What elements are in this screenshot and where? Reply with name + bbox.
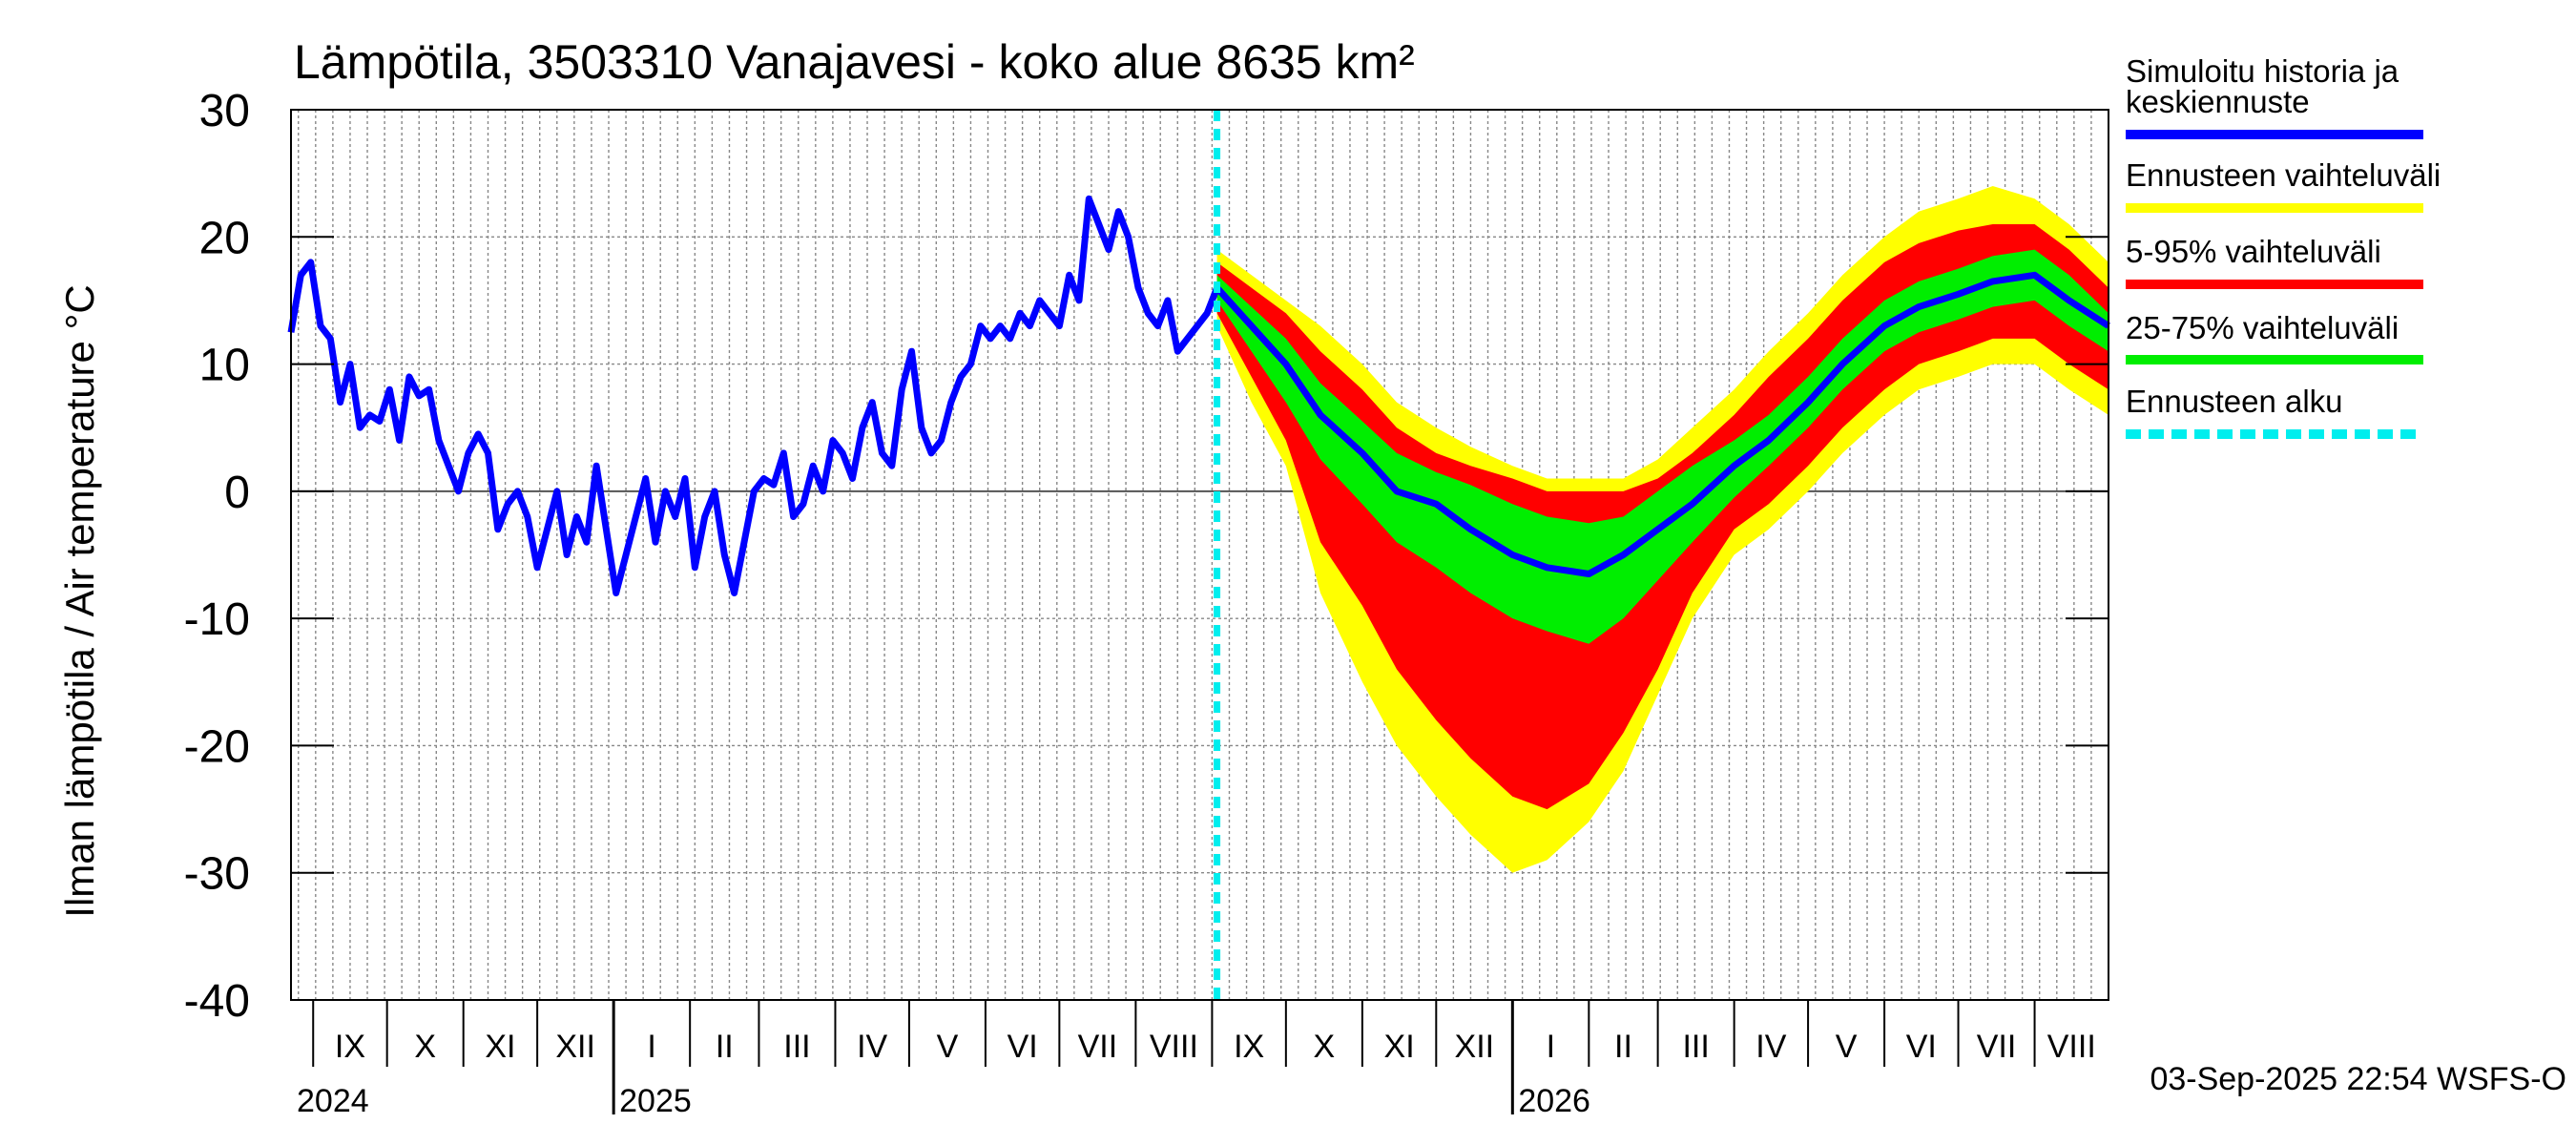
month-label: XI xyxy=(485,1029,515,1065)
year-label: 2026 xyxy=(1518,1083,1590,1119)
month-label: VIII xyxy=(1150,1029,1198,1065)
month-label: VIII xyxy=(2047,1029,2096,1065)
chart-title: Lämpötila, 3503310 Vanajavesi - koko alu… xyxy=(294,35,1415,89)
month-label: VII xyxy=(1977,1029,2017,1065)
y-tick-label: -40 xyxy=(184,976,250,1027)
month-label: IV xyxy=(857,1029,887,1065)
month-label: V xyxy=(937,1029,959,1065)
y-tick-label: 0 xyxy=(224,468,250,518)
month-label: VII xyxy=(1078,1029,1118,1065)
month-label: X xyxy=(1314,1029,1336,1065)
y-tick-label: -30 xyxy=(184,849,250,900)
month-label: IX xyxy=(1234,1029,1264,1065)
legend-label: Ennusteen vaihteluväli xyxy=(2126,157,2441,193)
year-label: 2025 xyxy=(619,1083,692,1119)
month-label: II xyxy=(716,1029,734,1065)
month-label: X xyxy=(414,1029,436,1065)
month-label: II xyxy=(1614,1029,1632,1065)
y-axis-label: Ilman lämpötila / Air temperature °C xyxy=(57,284,102,917)
history-line xyxy=(287,195,1220,596)
y-tick-label: 10 xyxy=(199,341,250,391)
month-label: III xyxy=(1682,1029,1709,1065)
band-25-75 xyxy=(1216,249,2109,644)
y-tick-label: 20 xyxy=(199,213,250,263)
y-tick-label: 30 xyxy=(199,86,250,136)
legend-label: 5-95% vaihteluväli xyxy=(2126,234,2381,269)
plot-frame xyxy=(290,109,2109,1001)
month-label: IX xyxy=(335,1029,365,1065)
y-tick-label: -20 xyxy=(184,721,250,772)
forecast-median-line xyxy=(1215,271,2110,577)
month-label: III xyxy=(783,1029,810,1065)
month-label: XII xyxy=(555,1029,595,1065)
y-tick-label: -10 xyxy=(184,594,250,645)
month-label: XI xyxy=(1384,1029,1415,1065)
year-label: 2024 xyxy=(297,1083,369,1119)
legend-label: Ennusteen alku xyxy=(2126,384,2343,419)
month-label: VI xyxy=(1906,1029,1937,1065)
timestamp-label: 03-Sep-2025 22:54 WSFS-O xyxy=(2150,1061,2566,1097)
plot-area xyxy=(287,110,2110,1000)
month-label: I xyxy=(1547,1029,1555,1065)
month-label: V xyxy=(1836,1029,1858,1065)
month-label: VI xyxy=(1008,1029,1038,1065)
legend-label: Simuloitu historia ja xyxy=(2126,53,2399,89)
legend-label: keskiennuste xyxy=(2126,84,2310,119)
plot-background xyxy=(291,110,2109,1000)
legend-label: 25-75% vaihteluväli xyxy=(2126,310,2399,345)
month-label: XII xyxy=(1455,1029,1495,1065)
month-label: IV xyxy=(1755,1029,1786,1065)
month-label: I xyxy=(647,1029,655,1065)
